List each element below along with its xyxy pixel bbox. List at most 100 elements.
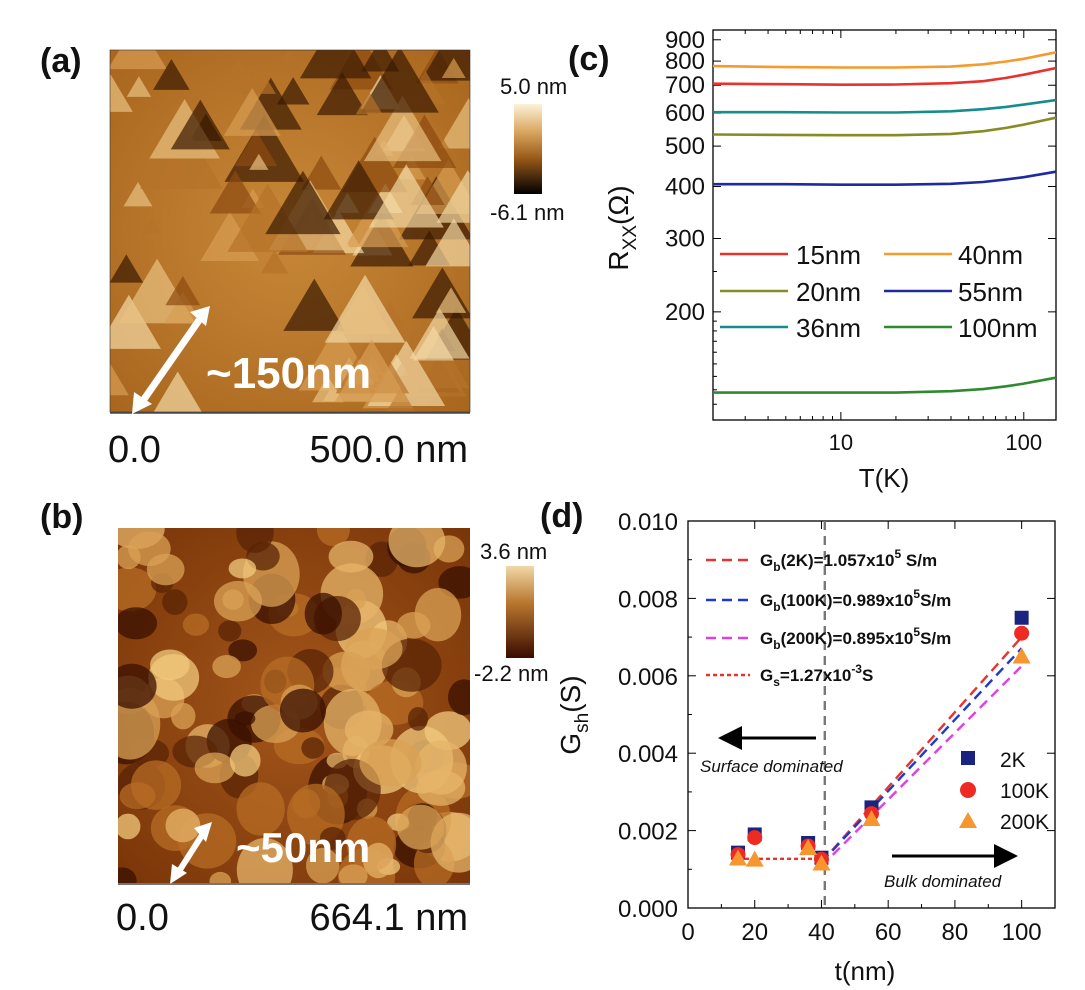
chart-c-frame bbox=[712, 29, 1057, 421]
chart-c-series-55nm bbox=[713, 170, 1056, 186]
chart-c-ylabel: RXX(Ω) bbox=[603, 185, 641, 270]
chart-d-xtick-label: 60 bbox=[875, 919, 902, 946]
chart-d-point-100K bbox=[747, 830, 763, 846]
chart-d-point-200K bbox=[862, 809, 881, 826]
chart-d-fit-line-0 bbox=[820, 636, 1023, 864]
fit-legend-2k: Gb(2K)=1.057x105 S/m bbox=[706, 547, 937, 574]
chart-c-xtick-label: 10 bbox=[829, 430, 853, 455]
chart-d-xtick-label: 40 bbox=[808, 919, 835, 946]
chart-d-ytick-label: 0.010 bbox=[618, 509, 678, 536]
fit-legend-surface: Gs=1.27x10-3S bbox=[706, 662, 873, 689]
chart-d-ytick-label: 0.006 bbox=[618, 664, 678, 691]
svg-text:15nm: 15nm bbox=[796, 240, 861, 270]
chart-d-point-2K bbox=[1014, 610, 1029, 625]
legend-c-15nm: 15nm bbox=[720, 240, 861, 270]
chart-c-ytick-label: 800 bbox=[665, 48, 705, 75]
legend-c-100nm: 100nm bbox=[884, 313, 1038, 343]
marker-legend-2k: 2K bbox=[961, 749, 1026, 772]
chart-c-xtick-label: 100 bbox=[1005, 430, 1042, 455]
chart-c-ytick-label: 900 bbox=[665, 27, 705, 54]
legend-c-36nm: 36nm bbox=[720, 313, 861, 343]
chart-d-ytick-label: 0.008 bbox=[618, 586, 678, 613]
feature-arrow-b bbox=[170, 822, 212, 884]
svg-text:Bulk dominated: Bulk dominated bbox=[884, 872, 1002, 891]
chart-d-xtick-label: 20 bbox=[741, 919, 768, 946]
chart-c-ytick-label: 400 bbox=[665, 173, 705, 200]
chart-d-xlabel: t(nm) bbox=[835, 956, 896, 986]
chart-d-xtick-label: 100 bbox=[1002, 919, 1042, 946]
chart-d-xtick-label: 0 bbox=[681, 919, 694, 946]
fit-legend-200k: Gb(200K)=0.895x105S/m bbox=[706, 625, 951, 652]
chart-d-point-200K bbox=[1012, 647, 1031, 664]
chart-d-fit-legend: Gb(2K)=1.057x105 S/m Gb(100K)=0.989x105S… bbox=[706, 547, 951, 689]
svg-text:20nm: 20nm bbox=[796, 277, 861, 307]
afm-image-a bbox=[110, 50, 470, 412]
chart-d-ytick-label: 0.000 bbox=[618, 896, 678, 923]
chart-d-xtick-label: 80 bbox=[942, 919, 969, 946]
chart-c-ytick-label: 500 bbox=[665, 133, 705, 160]
chart-d-ylabel: Gsh(S) bbox=[555, 675, 593, 754]
colorbar-b bbox=[506, 566, 534, 658]
svg-text:Surface dominated: Surface dominated bbox=[700, 757, 843, 776]
chart-c-legend: 15nm 40nm 20nm 55nm 36nm 100nm bbox=[720, 240, 1038, 343]
afm-image-a-frame bbox=[109, 49, 471, 413]
chart-c-ytick-label: 200 bbox=[665, 299, 705, 326]
chart-d-point-200K bbox=[729, 849, 748, 866]
chart-d-fit-line-2 bbox=[820, 665, 1023, 868]
svg-text:100nm: 100nm bbox=[958, 313, 1038, 343]
afm-a-axis-end: 500.0 nm bbox=[310, 429, 468, 471]
colorbar-b-max: 3.6 nm bbox=[480, 539, 547, 564]
chart-c-series-36nm bbox=[713, 98, 1056, 114]
feature-label-b: ~50nm bbox=[236, 824, 370, 871]
legend-c-20nm: 20nm bbox=[720, 277, 861, 307]
chart-d-fit-line-1 bbox=[820, 647, 1023, 864]
marker-legend-200k: 200K bbox=[959, 811, 1049, 834]
feature-arrow-a bbox=[132, 306, 210, 414]
panel-a-label: (a) bbox=[40, 42, 82, 80]
chart-d-point-200K bbox=[812, 854, 831, 871]
chart-d-point-200K bbox=[745, 850, 764, 867]
svg-text:100K: 100K bbox=[1000, 780, 1049, 803]
chart-c-series-15nm bbox=[713, 66, 1056, 87]
chart-c-series-40nm bbox=[713, 51, 1056, 69]
svg-text:Gs=1.27x10-3S: Gs=1.27x10-3S bbox=[760, 662, 873, 689]
svg-text:40nm: 40nm bbox=[958, 240, 1023, 270]
svg-text:Gb(200K)=0.895x105S/m: Gb(200K)=0.895x105S/m bbox=[760, 625, 951, 652]
afm-a-axis-start: 0.0 bbox=[108, 429, 161, 471]
chart-d-marker-legend: 2K 100K 200K bbox=[959, 749, 1049, 834]
afm-b-axis-end: 664.1 nm bbox=[310, 897, 468, 939]
svg-text:200K: 200K bbox=[1000, 811, 1049, 834]
svg-text:2K: 2K bbox=[1000, 749, 1026, 772]
chart-d-point-100K bbox=[1014, 625, 1030, 641]
feature-label-a: ~150nm bbox=[206, 349, 371, 398]
svg-text:Gb(2K)=1.057x105 S/m: Gb(2K)=1.057x105 S/m bbox=[760, 547, 937, 574]
panel-b-label: (b) bbox=[40, 498, 83, 536]
afm-image-b bbox=[118, 528, 470, 883]
chart-c-ytick-label: 300 bbox=[665, 226, 705, 253]
fit-legend-100k: Gb(100K)=0.989x105S/m bbox=[706, 587, 951, 614]
chart-c-series-20nm bbox=[713, 116, 1056, 137]
legend-c-55nm: 55nm bbox=[884, 277, 1023, 307]
svg-text:36nm: 36nm bbox=[796, 313, 861, 343]
marker-legend-100k: 100K bbox=[960, 780, 1049, 803]
panel-d-label: (d) bbox=[540, 497, 583, 535]
chart-d-point-200K bbox=[799, 839, 818, 856]
chart-c-xlabel: T(K) bbox=[859, 463, 910, 493]
panel-c-label: (c) bbox=[568, 40, 610, 78]
chart-c-ytick-label: 700 bbox=[665, 72, 705, 99]
colorbar-b-min: -2.2 nm bbox=[474, 661, 549, 686]
chart-c-series-100nm bbox=[713, 376, 1056, 394]
svg-text:55nm: 55nm bbox=[958, 277, 1023, 307]
afm-b-axis-start: 0.0 bbox=[116, 897, 169, 939]
colorbar-a-min: -6.1 nm bbox=[490, 200, 565, 225]
chart-d: 0 20 40 60 80 100 0.000 0.002 0.004 0.006 0.008 0.0… bbox=[618, 509, 1056, 946]
annotation-surface: Surface dominated bbox=[700, 726, 843, 776]
chart-c-ytick-label: 600 bbox=[665, 100, 705, 127]
colorbar-a-max: 5.0 nm bbox=[500, 74, 567, 99]
svg-text:Gb(100K)=0.989x105S/m: Gb(100K)=0.989x105S/m bbox=[760, 587, 951, 614]
chart-d-ytick-label: 0.002 bbox=[618, 819, 678, 846]
legend-c-40nm: 40nm bbox=[884, 240, 1023, 270]
chart-d-ytick-label: 0.004 bbox=[618, 741, 678, 768]
